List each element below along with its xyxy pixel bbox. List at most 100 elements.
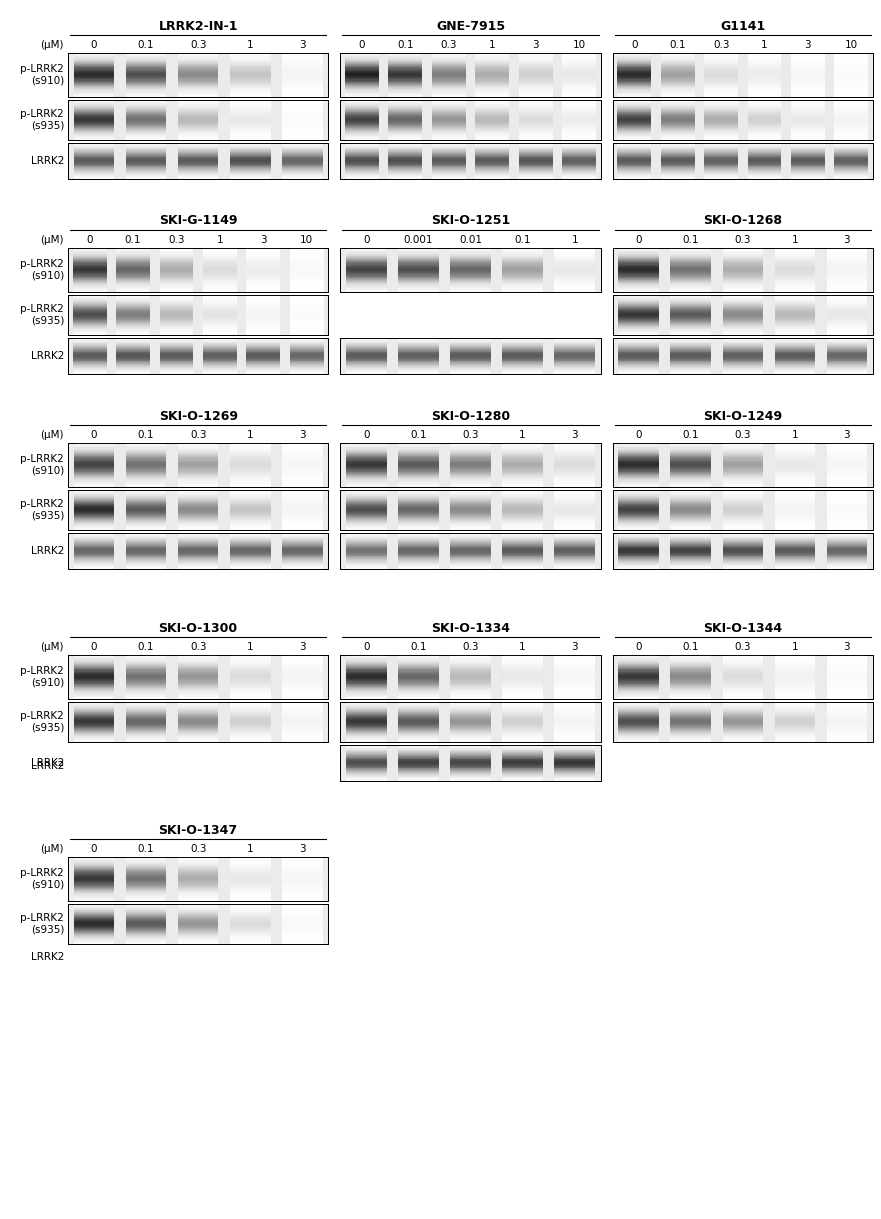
Text: 0: 0 bbox=[359, 40, 366, 50]
Text: 0.1: 0.1 bbox=[683, 642, 699, 652]
Bar bbox=[68, 702, 329, 742]
Bar bbox=[340, 655, 601, 698]
Text: 3: 3 bbox=[260, 235, 267, 245]
Text: SKI-O-1268: SKI-O-1268 bbox=[703, 215, 782, 228]
Bar bbox=[340, 533, 601, 569]
Text: 1: 1 bbox=[247, 40, 254, 50]
Bar bbox=[612, 533, 873, 569]
Bar bbox=[68, 442, 329, 488]
Bar bbox=[68, 295, 329, 335]
Text: 0.1: 0.1 bbox=[411, 642, 426, 652]
Bar bbox=[68, 490, 329, 530]
Bar bbox=[612, 295, 873, 335]
Bar bbox=[340, 52, 601, 98]
Bar bbox=[612, 143, 873, 179]
Bar bbox=[340, 442, 601, 488]
Bar bbox=[340, 100, 601, 140]
Bar bbox=[340, 490, 601, 530]
Bar bbox=[68, 295, 329, 335]
Bar bbox=[68, 857, 329, 901]
Bar bbox=[68, 338, 329, 374]
Bar bbox=[340, 490, 601, 530]
Text: LRRK2: LRRK2 bbox=[31, 546, 64, 556]
Text: p-LRRK2
(s935): p-LRRK2 (s935) bbox=[20, 110, 64, 130]
Bar bbox=[612, 442, 873, 488]
Text: LRRK2: LRRK2 bbox=[31, 952, 64, 962]
Bar bbox=[612, 702, 873, 742]
Text: (μM): (μM) bbox=[41, 40, 64, 50]
Bar bbox=[612, 100, 873, 140]
Bar bbox=[612, 442, 873, 488]
Bar bbox=[340, 143, 601, 179]
Bar bbox=[340, 100, 601, 140]
Text: 1: 1 bbox=[519, 430, 526, 440]
Text: 0.3: 0.3 bbox=[713, 40, 729, 50]
Text: 0.3: 0.3 bbox=[463, 430, 478, 440]
Text: p-LRRK2
(s935): p-LRRK2 (s935) bbox=[20, 500, 64, 521]
Text: 3: 3 bbox=[804, 40, 811, 50]
Bar bbox=[612, 533, 873, 569]
Bar bbox=[340, 442, 601, 488]
Text: p-LRRK2
(s910): p-LRRK2 (s910) bbox=[20, 260, 64, 280]
Bar bbox=[68, 533, 329, 569]
Bar bbox=[612, 247, 873, 293]
Text: 1: 1 bbox=[217, 235, 223, 245]
Text: 0.1: 0.1 bbox=[670, 40, 686, 50]
Text: 3: 3 bbox=[299, 40, 306, 50]
Bar bbox=[68, 247, 329, 293]
Text: 1: 1 bbox=[247, 642, 254, 652]
Text: LRRK2: LRRK2 bbox=[31, 761, 64, 770]
Text: 0: 0 bbox=[91, 430, 97, 440]
Text: 0.1: 0.1 bbox=[137, 430, 154, 440]
Text: SKI-O-1344: SKI-O-1344 bbox=[703, 622, 782, 635]
Text: 0.3: 0.3 bbox=[190, 40, 206, 50]
Bar bbox=[612, 295, 873, 335]
Text: 0: 0 bbox=[86, 235, 93, 245]
Text: 3: 3 bbox=[299, 430, 306, 440]
Bar bbox=[340, 745, 601, 781]
Text: 0: 0 bbox=[631, 40, 638, 50]
Bar bbox=[68, 655, 329, 698]
Text: 1: 1 bbox=[792, 642, 798, 652]
Bar bbox=[340, 338, 601, 374]
Text: 10: 10 bbox=[573, 40, 586, 50]
Text: 0: 0 bbox=[635, 642, 642, 652]
Bar bbox=[340, 745, 601, 781]
Text: 0.1: 0.1 bbox=[515, 235, 531, 245]
Bar bbox=[340, 533, 601, 569]
Bar bbox=[612, 100, 873, 140]
Text: p-LRRK2
(s910): p-LRRK2 (s910) bbox=[20, 455, 64, 475]
Bar bbox=[68, 52, 329, 98]
Bar bbox=[68, 100, 329, 140]
Text: 3: 3 bbox=[844, 430, 850, 440]
Text: 10: 10 bbox=[300, 235, 314, 245]
Text: 0.001: 0.001 bbox=[403, 235, 433, 245]
Text: 0.1: 0.1 bbox=[137, 40, 154, 50]
Text: 3: 3 bbox=[844, 642, 850, 652]
Text: LRRK2: LRRK2 bbox=[31, 351, 64, 361]
Text: 0.3: 0.3 bbox=[190, 844, 206, 853]
Text: (μM): (μM) bbox=[41, 642, 64, 652]
Text: SKI-O-1334: SKI-O-1334 bbox=[431, 622, 510, 635]
Text: GNE-7915: GNE-7915 bbox=[436, 20, 505, 33]
Bar bbox=[612, 655, 873, 698]
Text: LRRK2: LRRK2 bbox=[31, 156, 64, 166]
Text: (μM): (μM) bbox=[41, 430, 64, 440]
Text: (μM): (μM) bbox=[41, 235, 64, 245]
Bar bbox=[612, 52, 873, 98]
Text: SKI-O-1251: SKI-O-1251 bbox=[431, 215, 510, 228]
Text: 0: 0 bbox=[91, 40, 97, 50]
Text: 0.3: 0.3 bbox=[735, 642, 751, 652]
Bar bbox=[612, 655, 873, 698]
Text: 0: 0 bbox=[91, 844, 97, 853]
Bar bbox=[340, 143, 601, 179]
Text: 0.1: 0.1 bbox=[137, 642, 154, 652]
Text: 3: 3 bbox=[571, 430, 578, 440]
Text: SKI-O-1249: SKI-O-1249 bbox=[703, 410, 782, 423]
Text: SKI-O-1347: SKI-O-1347 bbox=[159, 824, 238, 836]
Text: 0.1: 0.1 bbox=[683, 235, 699, 245]
Bar bbox=[340, 702, 601, 742]
Text: p-LRRK2
(s910): p-LRRK2 (s910) bbox=[20, 65, 64, 85]
Bar bbox=[68, 857, 329, 901]
Text: 0: 0 bbox=[363, 235, 370, 245]
